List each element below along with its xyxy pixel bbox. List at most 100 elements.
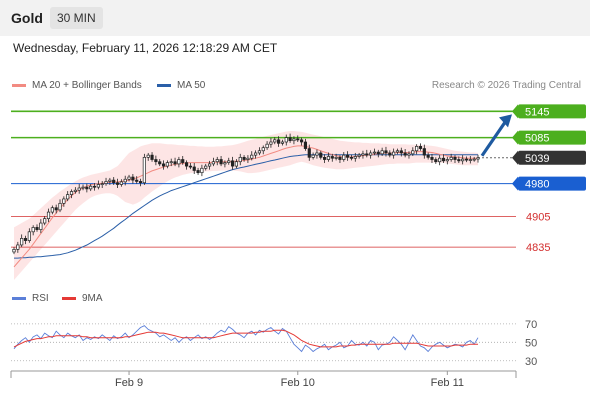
candle-body bbox=[353, 156, 357, 159]
candle-body bbox=[142, 156, 146, 184]
candle-body bbox=[418, 146, 423, 149]
candle-body bbox=[453, 156, 457, 160]
candle-body bbox=[369, 152, 373, 156]
candle-body bbox=[257, 150, 262, 154]
candle-body bbox=[315, 152, 319, 156]
candle-body bbox=[468, 159, 472, 161]
level-label-4835: 4835 bbox=[526, 242, 550, 254]
level-badge-pointer-5085 bbox=[512, 130, 518, 145]
candle-body bbox=[303, 141, 308, 149]
candle-body bbox=[92, 185, 97, 188]
candle-body bbox=[135, 179, 139, 182]
instrument-title: Gold bbox=[11, 10, 43, 26]
candle-body bbox=[449, 156, 453, 160]
candle-body bbox=[62, 198, 66, 204]
candle-body bbox=[388, 152, 392, 156]
legend-label-rsi-ma: 9MA bbox=[82, 293, 103, 304]
candle-body bbox=[35, 227, 39, 230]
rsi-tick-label-30: 30 bbox=[525, 356, 537, 368]
candle-body bbox=[269, 141, 273, 145]
candle-body bbox=[395, 150, 400, 153]
candle-body bbox=[242, 156, 246, 160]
level-label-4905: 4905 bbox=[526, 211, 550, 223]
candle-body bbox=[77, 187, 81, 191]
x-tick-label-0: Feb 9 bbox=[115, 377, 143, 389]
legend-rsi-ma: 9MA bbox=[62, 293, 103, 304]
level-badge-pointer-5039 bbox=[512, 150, 518, 165]
candle-body bbox=[457, 159, 461, 162]
candle-body bbox=[288, 137, 292, 142]
candle-body bbox=[384, 150, 388, 154]
legend-swatch-ma50 bbox=[157, 84, 171, 87]
candle-body bbox=[81, 186, 85, 189]
candle-body bbox=[461, 158, 465, 162]
rsi-ma-line bbox=[13, 329, 478, 348]
candle-body bbox=[438, 157, 442, 163]
candle-body bbox=[192, 166, 196, 171]
candle-body bbox=[238, 156, 242, 163]
legend-swatch-rsi-ma bbox=[62, 297, 76, 300]
legend-label-rsi: RSI bbox=[32, 293, 49, 304]
candle-body bbox=[426, 154, 430, 158]
timeframe-button[interactable]: 30 MIN bbox=[50, 7, 103, 29]
candle-body bbox=[230, 160, 235, 167]
candle-body bbox=[215, 159, 219, 163]
candle-body bbox=[346, 154, 350, 158]
candle-body bbox=[330, 156, 334, 159]
candle-body bbox=[39, 222, 43, 230]
rsi-tick-label-70: 70 bbox=[525, 319, 537, 331]
candle-body bbox=[200, 167, 204, 174]
candle-body bbox=[254, 152, 258, 156]
candle-body bbox=[23, 238, 28, 241]
candle-body bbox=[184, 162, 189, 167]
candle-body bbox=[69, 191, 74, 195]
candle-body bbox=[27, 231, 31, 241]
level-badge-5039 bbox=[518, 150, 586, 165]
candle-body bbox=[376, 151, 380, 155]
legend-ma50: MA 50 bbox=[157, 80, 205, 91]
candle-body bbox=[265, 143, 269, 149]
candle-body bbox=[169, 161, 173, 164]
candle-body bbox=[177, 159, 181, 165]
candle-body bbox=[85, 186, 89, 190]
candle-body bbox=[246, 157, 250, 160]
rsi-tick-label-50: 50 bbox=[525, 337, 537, 349]
candle-body bbox=[12, 248, 16, 253]
candle-body bbox=[334, 156, 338, 159]
legend-swatch-ma20 bbox=[12, 84, 26, 87]
level-badge-4980 bbox=[518, 176, 586, 191]
candle-body bbox=[380, 150, 384, 155]
level-badge-5145 bbox=[518, 104, 586, 119]
candle-body bbox=[127, 176, 131, 180]
candle-body bbox=[161, 163, 166, 167]
candle-body bbox=[119, 181, 123, 185]
level-label-5039: 5039 bbox=[525, 153, 549, 165]
candle-body bbox=[73, 189, 77, 192]
candle-body bbox=[207, 163, 212, 167]
rsi-line bbox=[13, 325, 479, 353]
candle-body bbox=[250, 154, 254, 159]
candle-body bbox=[441, 157, 446, 162]
candle-body bbox=[50, 207, 54, 213]
legend-rsi: RSI bbox=[12, 293, 49, 304]
candle-body bbox=[158, 161, 162, 165]
candle-body bbox=[89, 185, 93, 190]
candle-body bbox=[445, 159, 449, 162]
legend-bollinger: MA 20 + Bollinger Bands bbox=[12, 80, 142, 91]
candle-body bbox=[150, 154, 154, 160]
candle-body bbox=[66, 194, 70, 200]
candle-body bbox=[112, 179, 116, 184]
ma50-line bbox=[14, 154, 478, 259]
candle-body bbox=[403, 152, 407, 156]
candle-body bbox=[188, 165, 192, 168]
candle-body bbox=[58, 202, 62, 211]
candle-body bbox=[307, 148, 311, 158]
candle-body bbox=[300, 139, 304, 143]
level-badge-pointer-4980 bbox=[512, 176, 518, 191]
candle-body bbox=[123, 178, 127, 183]
legend-label-ma50: MA 50 bbox=[177, 80, 206, 91]
level-label-5085: 5085 bbox=[525, 133, 549, 145]
candle-body bbox=[284, 137, 288, 143]
candle-body bbox=[365, 153, 369, 156]
